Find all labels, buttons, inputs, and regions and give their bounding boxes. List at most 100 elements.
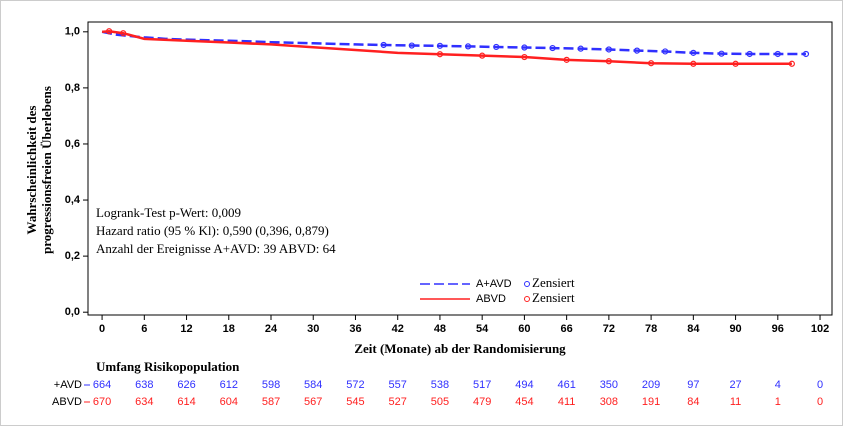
- y-tick-label: 0,8: [65, 82, 80, 94]
- km-curve: [101, 29, 792, 66]
- risk-value: 626: [177, 379, 195, 391]
- risk-value: 567: [304, 396, 322, 408]
- censor-mark: [408, 42, 415, 49]
- risk-value: 612: [220, 379, 238, 391]
- legend-label: ABVD: [476, 293, 506, 305]
- risk-table-title: Umfang Risikopopulation: [96, 359, 240, 374]
- x-tick-label: 36: [349, 323, 361, 335]
- x-tick-label: 0: [99, 323, 105, 335]
- censor-mark: [464, 43, 472, 50]
- plot-frame: [87, 21, 833, 316]
- risk-value: 461: [557, 379, 575, 391]
- x-tick-label: 78: [645, 323, 657, 335]
- risk-value: 572: [346, 379, 364, 391]
- annotation: Hazard ratio (95 % Kl): 0,590 (0,396, 0,…: [96, 223, 329, 238]
- censor-mark: [563, 56, 570, 63]
- censor-mark: [605, 46, 612, 53]
- risk-value: 505: [431, 396, 449, 408]
- censor-mark: [605, 58, 612, 65]
- risk-value: 27: [729, 379, 741, 391]
- censor-mark: [106, 28, 113, 35]
- legend-censor: [524, 296, 530, 302]
- censor-mark: [732, 60, 739, 67]
- censor-mark: [479, 52, 486, 59]
- km-curve: [101, 30, 806, 56]
- censor-mark: [788, 60, 795, 67]
- y-tick-label: 0,6: [65, 138, 80, 150]
- censor-mark: [120, 30, 127, 37]
- risk-value: 638: [135, 379, 153, 391]
- x-tick-label: 24: [265, 323, 278, 335]
- risk-value: 4: [775, 379, 781, 391]
- risk-value: 557: [389, 379, 407, 391]
- risk-value: 494: [515, 379, 533, 391]
- risk-value: 84: [687, 396, 699, 408]
- censor-mark: [802, 50, 810, 58]
- risk-row-name: +AVD: [54, 379, 82, 391]
- censor-mark: [746, 50, 753, 58]
- censor-mark: [690, 60, 697, 67]
- x-tick-label: 96: [772, 323, 784, 335]
- censor-mark: [662, 48, 669, 55]
- y-tick-label: 0,2: [65, 250, 80, 262]
- x-tick-label: 90: [729, 323, 741, 335]
- x-tick-label: 66: [561, 323, 573, 335]
- risk-value: 614: [177, 396, 195, 408]
- risk-value: 1: [775, 396, 781, 408]
- censor-mark: [633, 47, 641, 54]
- censor-mark: [521, 53, 528, 61]
- risk-value: 209: [642, 379, 660, 391]
- legend-censor: [524, 281, 530, 287]
- risk-value: 527: [389, 396, 407, 408]
- risk-value: 584: [304, 379, 322, 391]
- risk-value: 0: [817, 396, 823, 408]
- legend-censor-label: Zensiert: [532, 275, 575, 290]
- risk-value: 670: [93, 396, 111, 408]
- risk-value: 0: [817, 379, 823, 391]
- censor-mark: [774, 50, 781, 58]
- risk-value: 191: [642, 396, 660, 408]
- censor-mark: [493, 43, 500, 51]
- y-axis-label: progressionsfreien Überlebens: [39, 86, 54, 254]
- y-tick-label: 0,0: [65, 306, 80, 318]
- risk-value: 664: [93, 379, 111, 391]
- x-tick-label: 18: [223, 323, 235, 335]
- x-axis-label: Zeit (Monate) ab der Randomisierung: [354, 341, 566, 356]
- censor-mark: [380, 41, 387, 49]
- censor-mark: [690, 49, 697, 56]
- y-axis-label: Wahrscheinlichkeit des: [24, 106, 39, 235]
- risk-value: 545: [346, 396, 364, 408]
- censor-mark: [718, 50, 725, 57]
- risk-value: 97: [687, 379, 699, 391]
- x-tick-label: 6: [141, 323, 147, 335]
- risk-value: 411: [558, 396, 576, 408]
- x-tick-label: 48: [434, 323, 446, 335]
- annotation: Anzahl der Ereignisse A+AVD: 39 ABVD: 64: [96, 241, 336, 256]
- risk-value: 538: [431, 379, 449, 391]
- risk-value: 598: [262, 379, 280, 391]
- x-tick-label: 30: [307, 323, 319, 335]
- risk-value: 517: [473, 379, 491, 391]
- annotation: Logrank-Test p-Wert: 0,009: [96, 205, 241, 220]
- risk-value: 604: [220, 396, 238, 408]
- risk-value: 308: [600, 396, 618, 408]
- x-tick-label: 42: [392, 323, 404, 335]
- censor-mark: [436, 42, 444, 49]
- x-tick-label: 72: [603, 323, 615, 335]
- risk-value: 350: [600, 379, 618, 391]
- censor-mark: [648, 60, 655, 67]
- risk-value: 634: [135, 396, 153, 408]
- legend-label: A+AVD: [476, 278, 512, 290]
- x-tick-label: 60: [518, 323, 530, 335]
- y-tick-label: 1,0: [65, 26, 80, 38]
- x-tick-label: 84: [687, 323, 700, 335]
- x-tick-label: 12: [180, 323, 192, 335]
- y-tick-label: 0,4: [65, 194, 81, 206]
- censor-mark: [577, 45, 584, 52]
- censor-mark: [521, 44, 528, 51]
- risk-value: 587: [262, 396, 280, 408]
- censor-mark: [549, 44, 556, 52]
- risk-row-name: ABVD: [52, 396, 82, 408]
- censor-mark: [436, 51, 444, 58]
